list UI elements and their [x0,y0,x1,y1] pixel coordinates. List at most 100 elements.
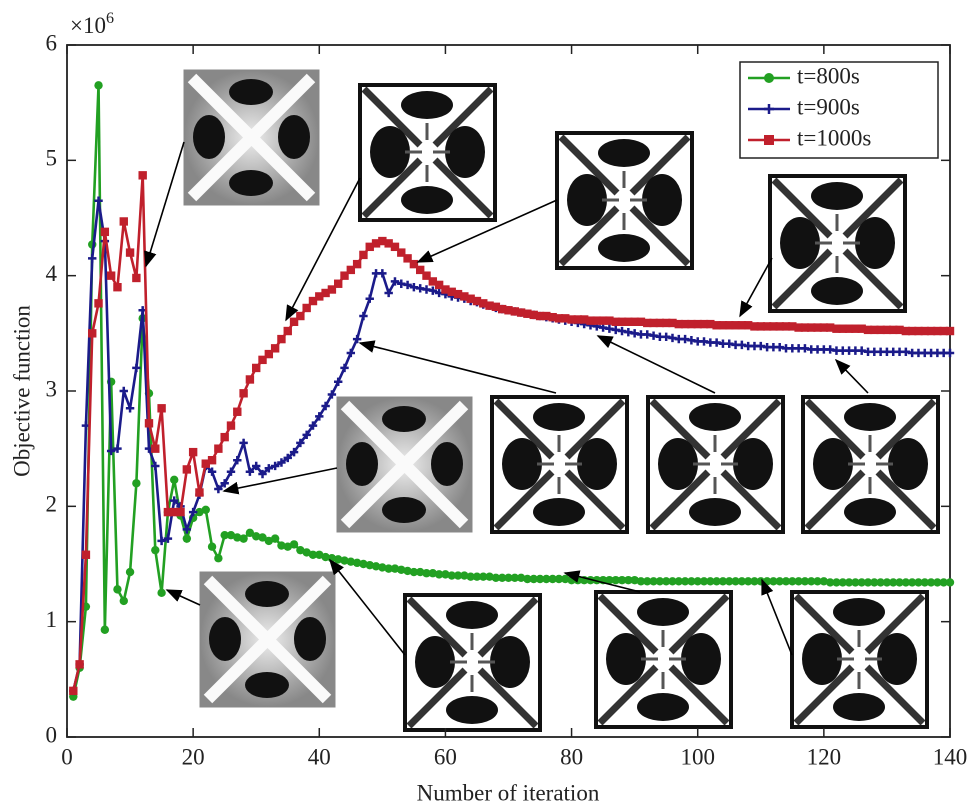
point [119,596,128,606]
arrow [834,358,869,394]
point [334,279,343,288]
point [207,467,217,476]
point [775,322,784,331]
point [737,577,747,586]
inset-image [200,572,335,707]
point [346,348,356,358]
point [800,323,810,332]
point [321,288,330,298]
point [535,574,545,584]
point [264,464,274,473]
point [195,507,204,517]
inset-image [648,397,783,532]
point [378,563,387,572]
arrow [222,467,338,495]
point [945,326,955,336]
point [731,577,740,586]
point [106,271,116,280]
point [523,309,532,318]
point [132,363,141,373]
point [561,314,570,323]
point [163,507,173,517]
point [138,171,147,180]
y-tick-label: 1 [46,607,58,632]
point [434,570,444,579]
point [258,533,267,542]
point [365,560,374,570]
point [945,578,955,587]
point [289,447,299,457]
point [151,461,160,471]
y-axis-label: Objective function [9,305,34,477]
point [245,467,255,476]
point [315,292,324,301]
point [907,326,917,336]
point [359,559,368,569]
point [636,577,646,586]
point [434,280,444,290]
point [756,322,765,331]
point [214,484,223,494]
point [88,254,97,263]
point [315,550,324,559]
point [365,242,374,252]
point [807,323,816,332]
point [819,323,829,332]
point [504,573,513,583]
point [554,574,564,584]
point [296,438,305,448]
point [441,285,450,294]
point [819,577,829,586]
point [617,317,627,326]
point [764,104,774,114]
inset-image [492,397,627,532]
inset-image [770,176,905,311]
point [788,577,797,586]
point [687,319,696,329]
point [598,316,608,325]
point [403,254,412,263]
point [649,577,658,586]
point [441,570,450,579]
point [371,562,381,571]
point [283,326,292,336]
point [132,479,141,488]
point [170,507,179,517]
point [851,578,860,587]
point [252,532,261,541]
point [725,577,734,586]
point [308,296,318,306]
point [529,574,538,584]
point [239,534,248,543]
point [270,534,280,543]
point [643,577,652,586]
point [655,577,665,586]
point [428,569,438,578]
point [781,322,791,331]
inset-image [337,397,472,532]
point [497,304,507,314]
legend: t=800s t=900s t=1000s [748,63,871,150]
point [384,288,393,298]
point [674,577,683,586]
point [933,326,942,336]
point [113,585,122,594]
inset-image [792,592,927,727]
point [397,565,406,574]
point [825,578,835,587]
point [233,533,242,542]
legend-label: t=900s [797,94,860,119]
point [857,324,866,333]
point [289,317,299,326]
point [529,310,538,320]
point [863,578,873,587]
point [125,404,135,413]
point [504,306,513,315]
point [838,324,847,333]
point [302,548,311,557]
point [397,248,406,257]
point [214,444,223,453]
point [195,488,204,497]
inset-image [596,592,731,727]
point [617,575,627,585]
